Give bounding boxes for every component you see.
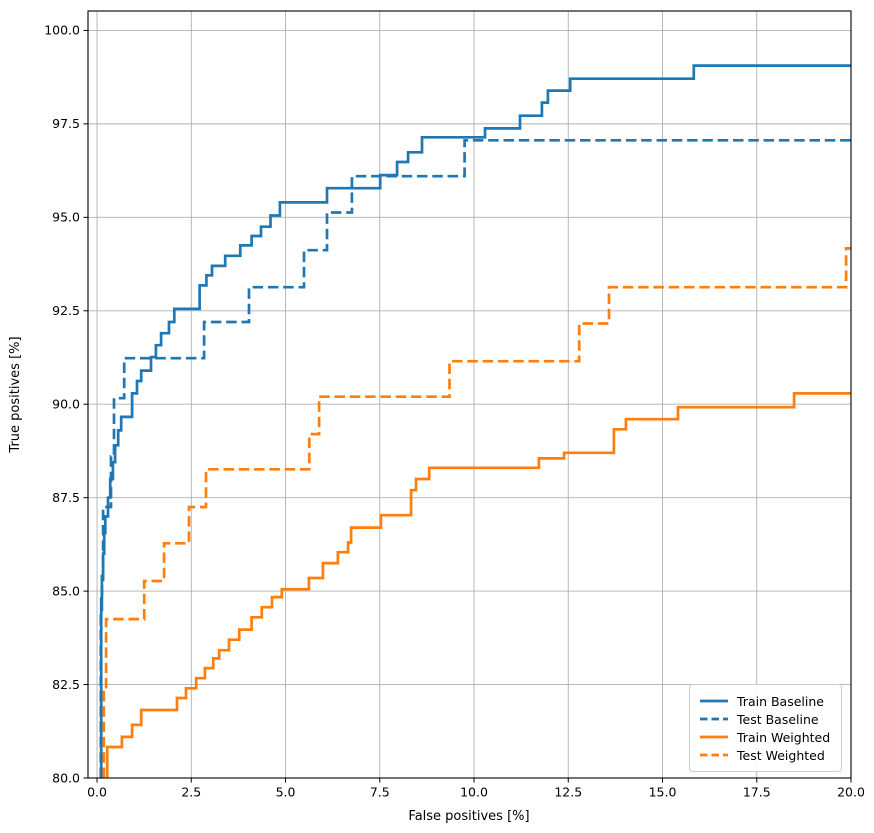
y-tick-label: 87.5 <box>52 490 80 505</box>
y-tick-label: 82.5 <box>52 677 80 692</box>
x-tick-labels: 0.0 2.5 5.0 7.5 10.0 12.5 15.0 17.5 20.0 <box>87 785 865 800</box>
x-tick-label: 15.0 <box>649 785 677 800</box>
legend-line-sample <box>700 699 728 703</box>
legend-line-sample <box>700 735 728 739</box>
y-tick-label: 97.5 <box>52 116 80 131</box>
x-tick-label: 12.5 <box>554 785 582 800</box>
legend-label: Test Baseline <box>737 711 819 727</box>
legend-item-train-weighted: Train Weighted <box>699 728 831 746</box>
series-train-weighted <box>105 392 851 778</box>
legend: Train Baseline Test Baseline Train Weighte… <box>689 684 842 772</box>
plot-border <box>87 10 852 779</box>
y-tick-labels: 80.0 82.5 85.0 87.5 90.0 92.5 95.0 97.5 100.0 <box>44 23 80 786</box>
x-tick-label: 20.0 <box>837 785 865 800</box>
x-tick-label: 7.5 <box>370 785 390 800</box>
y-tick-label: 100.0 <box>44 23 80 38</box>
legend-line-sample <box>700 753 728 757</box>
x-tick-label: 2.5 <box>181 785 201 800</box>
legend-item-test-baseline: Test Baseline <box>699 710 831 728</box>
y-tick-label: 85.0 <box>52 583 80 598</box>
y-axis-label: True positives [%] <box>8 336 23 453</box>
legend-item-train-baseline: Train Baseline <box>699 692 831 710</box>
legend-label: Train Baseline <box>737 693 824 709</box>
x-tick-label: 17.5 <box>743 785 771 800</box>
legend-label: Test Weighted <box>737 747 825 763</box>
legend-item-test-weighted: Test Weighted <box>699 746 831 764</box>
series-train-baseline <box>99 64 851 778</box>
x-tick-label: 0.0 <box>87 785 107 800</box>
legend-label: Train Weighted <box>737 729 831 745</box>
y-tick-label: 92.5 <box>52 303 80 318</box>
series-test-weighted <box>102 247 851 778</box>
gridlines <box>88 11 852 779</box>
series-lines <box>99 64 851 778</box>
y-tick-label: 95.0 <box>52 210 80 225</box>
y-tick-label: 80.0 <box>52 770 80 785</box>
x-tick-label: 5.0 <box>276 785 296 800</box>
series-test-baseline <box>99 138 851 778</box>
y-tick-label: 90.0 <box>52 397 80 412</box>
legend-line-sample <box>700 717 728 721</box>
x-tick-label: 10.0 <box>460 785 488 800</box>
axes <box>83 10 852 783</box>
x-axis-label: False positives [%] <box>408 809 529 824</box>
